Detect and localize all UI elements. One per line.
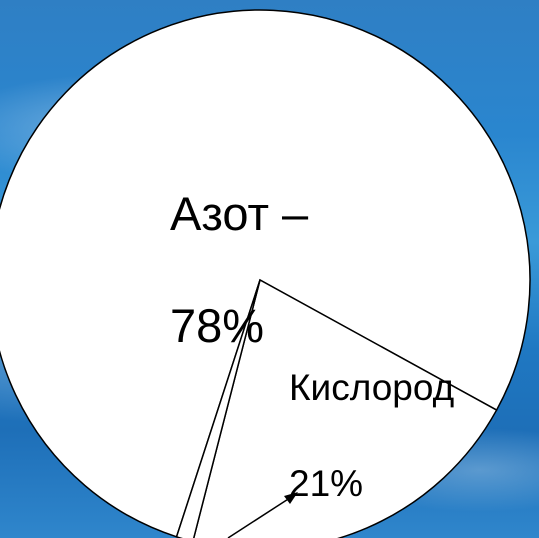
slice-value-azot: 78% [170,299,265,352]
slice-label-azot: Азот – 78% [170,130,308,354]
slice-value-kislorod: 21% [289,463,364,504]
pie-slice-kislorod [192,278,498,538]
pie-slice-other [175,279,261,538]
slice-name-azot: Азот – [170,187,309,240]
annotation-arrow-line [227,493,297,538]
annotation-arrow-head [284,492,298,504]
slice-name-kislorod: Кислород [289,367,455,408]
pie-slice-azot [0,9,531,538]
slice-label-kislorod: Кислород 21% [289,316,454,508]
